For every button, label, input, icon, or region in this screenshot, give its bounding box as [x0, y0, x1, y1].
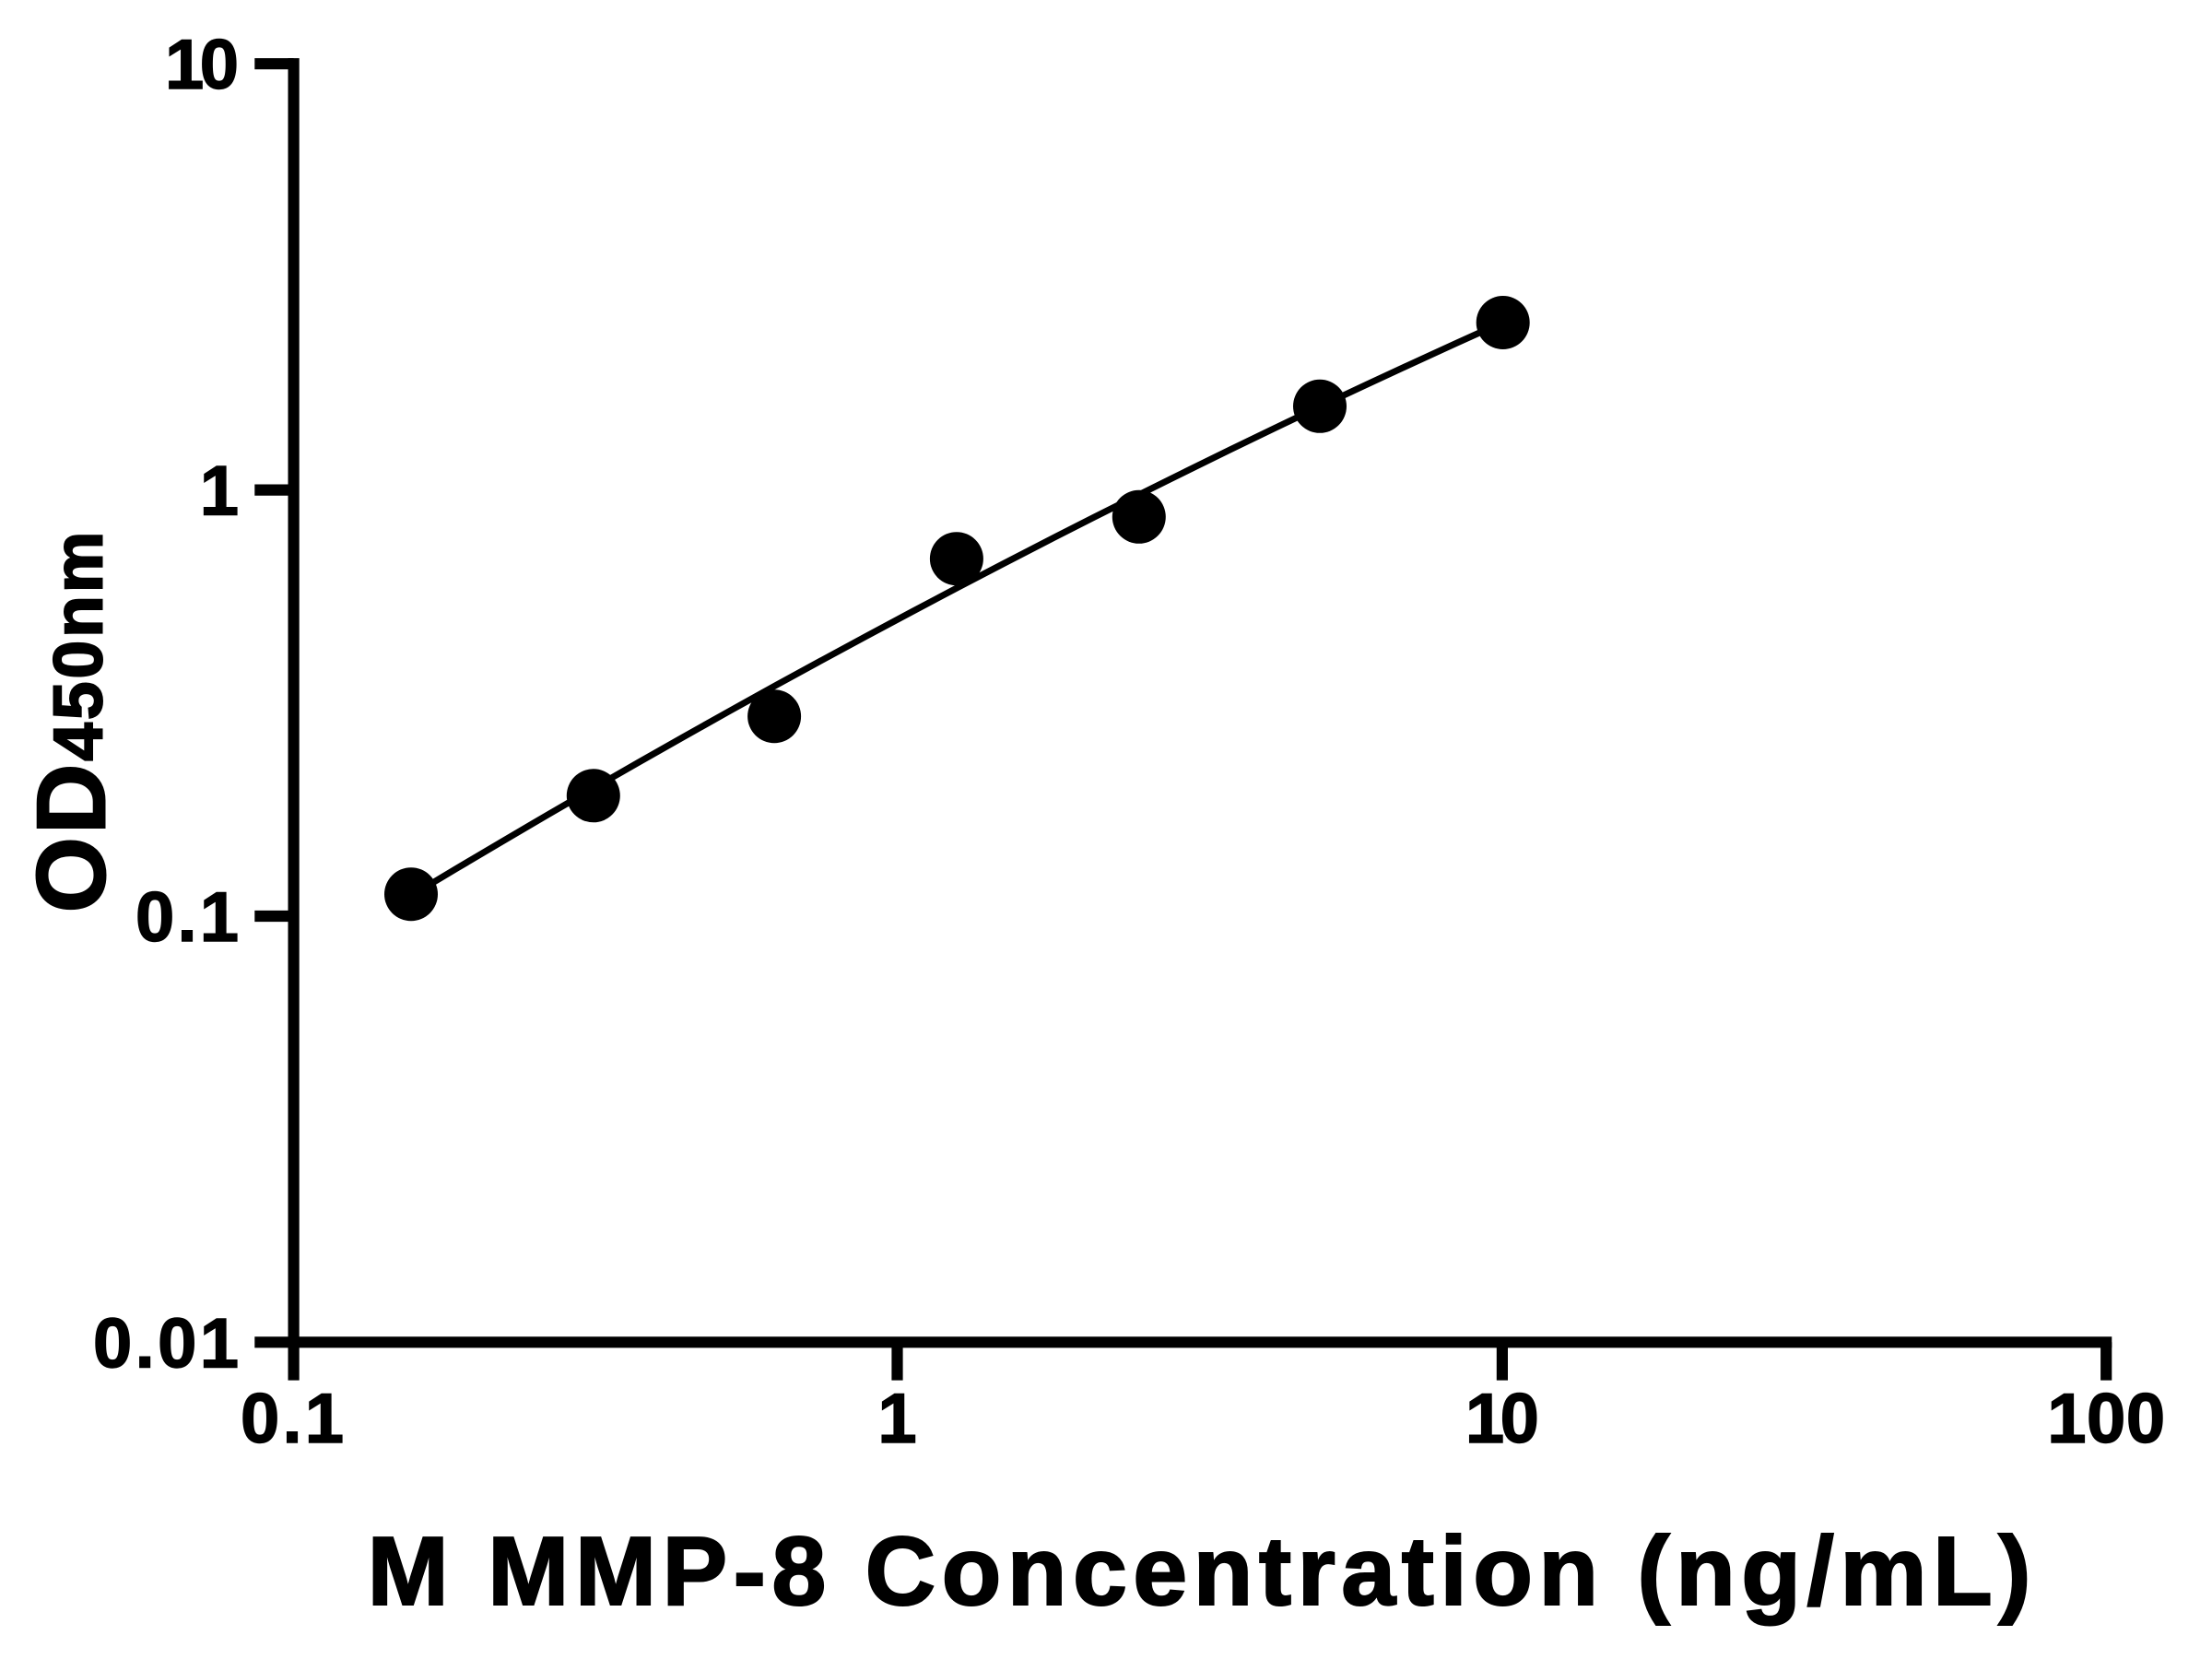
svg-text:0.1: 0.1	[241, 1380, 344, 1458]
svg-text:1: 1	[200, 453, 239, 531]
svg-text:M MMP-8 Concentration (ng/mL): M MMP-8 Concentration (ng/mL)	[368, 1517, 2031, 1626]
svg-text:1: 1	[877, 1380, 916, 1458]
svg-text:0.01: 0.01	[93, 1304, 239, 1382]
svg-text:100: 100	[2047, 1380, 2165, 1458]
svg-text:10: 10	[1465, 1380, 1539, 1458]
svg-text:10: 10	[165, 26, 239, 104]
svg-text:OD450nm: OD450nm	[17, 532, 125, 913]
svg-text:0.1: 0.1	[135, 878, 239, 957]
